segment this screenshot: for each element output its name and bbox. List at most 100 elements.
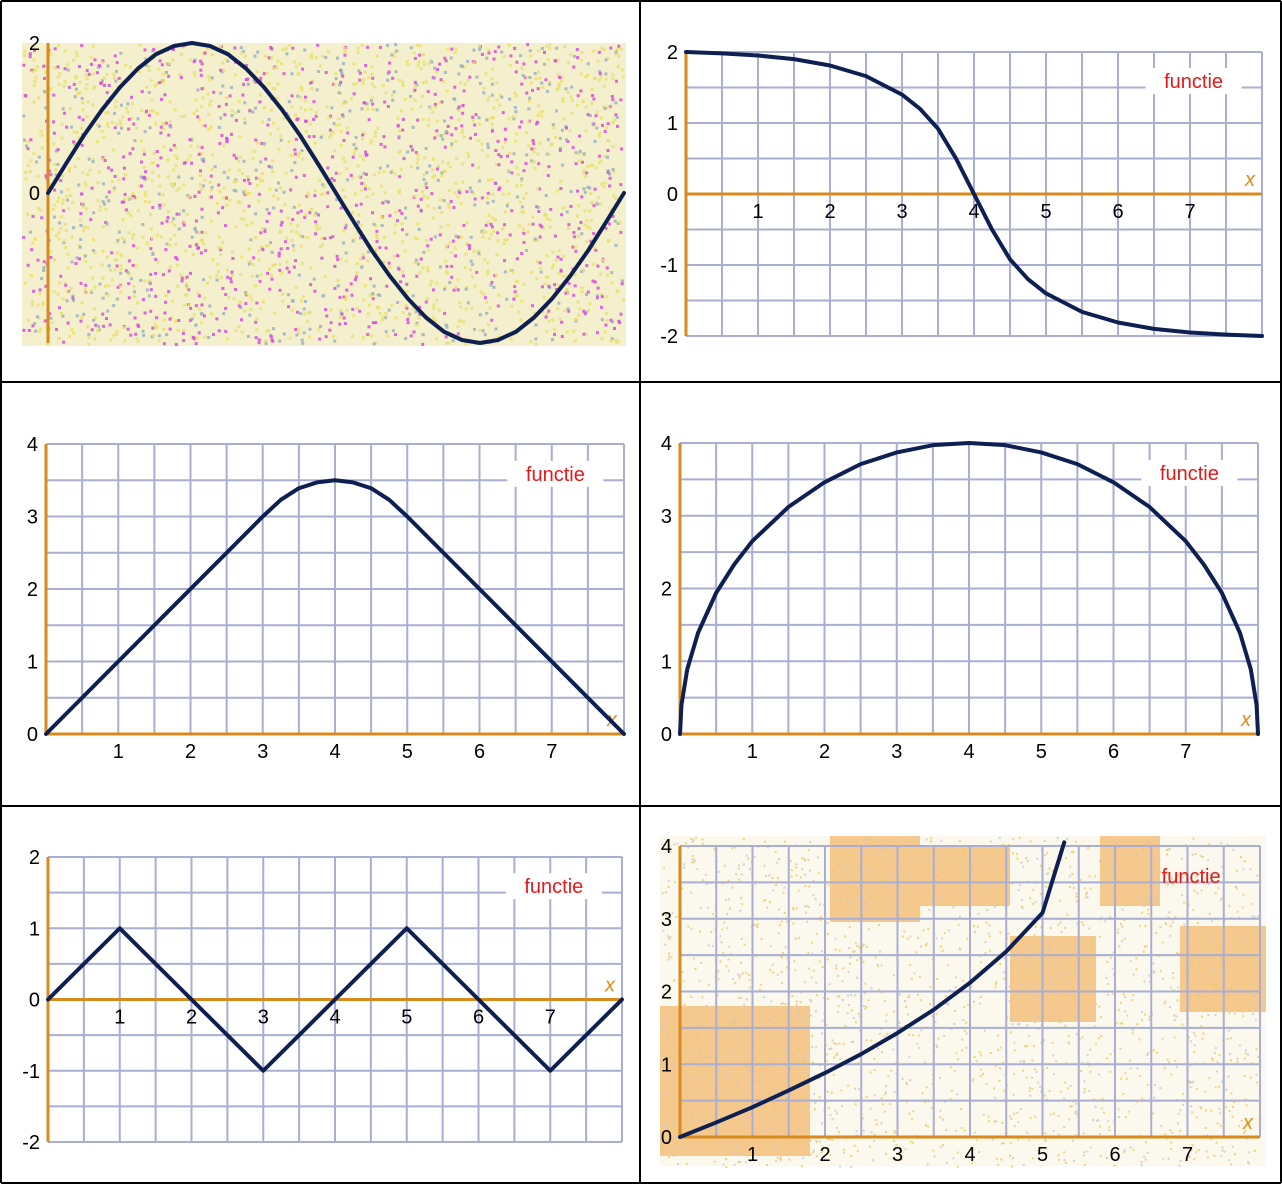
noise-speck <box>426 204 430 208</box>
noise-speck <box>79 238 83 241</box>
noise-speck <box>414 258 418 262</box>
noise-speck <box>117 230 121 234</box>
noise-speck <box>612 194 616 198</box>
noise-speck <box>967 1003 970 1006</box>
noise-speck <box>242 178 246 182</box>
noise-speck <box>232 188 236 192</box>
noise-speck <box>106 122 109 126</box>
noise-speck <box>200 158 204 161</box>
noise-speck <box>531 139 535 142</box>
noise-speck <box>303 216 307 219</box>
legend-background <box>1141 459 1238 486</box>
noise-speck <box>560 213 564 217</box>
noise-speck <box>705 1004 708 1007</box>
noise-speck <box>839 1165 842 1168</box>
noise-speck <box>459 202 463 205</box>
noise-speck <box>371 192 375 196</box>
noise-speck <box>593 139 597 143</box>
noise-speck <box>360 43 364 47</box>
noise-speck <box>210 185 214 189</box>
noise-speck <box>1022 1069 1025 1072</box>
noise-speck <box>105 255 109 259</box>
noise-speck <box>498 94 502 97</box>
noise-speck <box>808 967 811 970</box>
noise-speck <box>34 329 38 333</box>
noise-speck <box>264 339 267 343</box>
noise-speck <box>906 937 909 940</box>
noise-speck <box>510 304 514 308</box>
noise-speck <box>448 189 451 193</box>
noise-speck <box>279 209 283 213</box>
noise-speck <box>413 195 417 199</box>
noise-speck <box>383 100 387 104</box>
noise-speck <box>982 851 985 854</box>
noise-speck <box>1047 872 1050 875</box>
noise-speck <box>501 192 505 196</box>
noise-speck <box>1083 1151 1086 1154</box>
noise-speck <box>102 135 106 139</box>
noise-speck <box>875 1123 878 1126</box>
noise-speck <box>486 178 490 182</box>
noise-speck <box>782 1017 785 1020</box>
legend-background <box>1145 68 1242 95</box>
noise-speck <box>257 258 261 262</box>
noise-speck <box>303 312 307 316</box>
noise-speck <box>308 327 312 331</box>
noise-speck <box>1052 1019 1055 1022</box>
noise-speck <box>779 1151 782 1154</box>
noise-speck <box>278 263 282 266</box>
noise-speck <box>760 938 763 940</box>
noise-speck <box>1169 1147 1172 1150</box>
noise-speck <box>520 210 524 214</box>
noise-speck <box>560 320 564 324</box>
noise-speck <box>1193 1158 1196 1161</box>
noise-speck <box>453 246 457 250</box>
noise-speck <box>187 288 191 292</box>
noise-speck <box>580 270 584 273</box>
noise-speck <box>801 868 804 871</box>
noise-speck <box>1106 1057 1109 1060</box>
noise-speck <box>1211 939 1214 941</box>
noise-speck <box>834 948 837 951</box>
noise-speck <box>793 960 796 963</box>
noise-speck <box>1173 1014 1176 1017</box>
noise-speck <box>151 161 155 165</box>
noise-speck <box>431 168 435 172</box>
noise-speck <box>363 284 367 288</box>
noise-speck <box>800 876 802 879</box>
noise-speck <box>1069 1085 1072 1087</box>
noise-speck <box>247 204 251 208</box>
noise-speck <box>1046 1067 1049 1069</box>
noise-speck <box>724 899 727 902</box>
noise-speck <box>511 115 515 119</box>
noise-speck <box>611 73 615 77</box>
noise-speck <box>1217 887 1220 889</box>
noise-speck <box>457 188 461 192</box>
noise-speck <box>179 52 183 56</box>
noise-speck <box>558 146 562 150</box>
noise-speck <box>1205 1150 1208 1153</box>
noise-speck <box>358 78 362 82</box>
noise-speck <box>666 1034 669 1037</box>
noise-speck <box>545 305 549 309</box>
noise-speck <box>147 113 151 117</box>
noise-speck <box>513 290 517 294</box>
noise-speck <box>338 315 342 319</box>
noise-speck <box>934 1021 937 1024</box>
noise-speck <box>164 300 168 304</box>
noise-speck <box>113 258 117 262</box>
noise-speck <box>1129 960 1132 963</box>
noise-speck <box>1024 969 1027 972</box>
noise-speck <box>1197 1149 1200 1152</box>
noise-speck <box>456 332 460 336</box>
noise-speck <box>788 1158 791 1161</box>
noise-speck <box>296 154 300 158</box>
noise-speck <box>884 1091 887 1094</box>
noise-speck <box>140 160 143 164</box>
noise-speck <box>667 1093 669 1095</box>
noise-speck <box>912 1110 915 1112</box>
noise-speck <box>786 920 789 923</box>
noise-speck <box>909 935 912 938</box>
noise-speck <box>549 207 553 211</box>
noise-speck <box>811 1034 814 1037</box>
